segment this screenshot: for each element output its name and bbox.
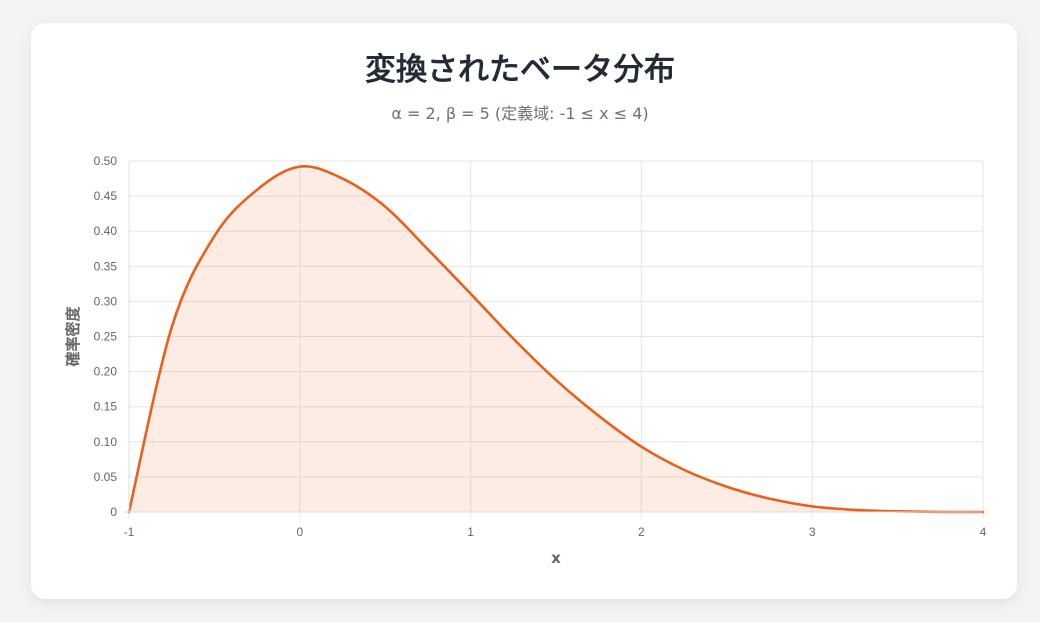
density-area [129,166,983,512]
y-tick-label: 0.05 [94,470,118,484]
y-tick-label: 0.50 [94,154,118,168]
y-tick-label: 0.30 [94,294,118,308]
chart-subtitle: α = 2, β = 5 (定義域: -1 ≤ x ≤ 4) [391,104,649,123]
y-axis-title: 確率密度 [64,306,82,368]
x-tick-label: 0 [296,525,303,539]
y-tick-label: 0 [110,505,117,519]
chart-title: 変換されたベータ分布 [365,52,675,88]
x-tick-label: 4 [980,525,987,539]
y-tick-label: 0.10 [94,435,118,449]
x-tick-label: 2 [638,525,645,539]
y-tick-label: 0.40 [94,224,118,238]
chart-card [31,23,1017,599]
density-line [127,165,985,514]
x-tick-label: 1 [467,525,474,539]
x-tick-label: 3 [809,525,816,539]
x-tick-label: -1 [124,525,135,539]
x-axis-title: x [551,549,561,567]
y-tick-label: 0.45 [94,189,118,203]
y-tick-label: 0.35 [94,259,118,273]
y-tick-label: 0.15 [94,400,118,414]
y-tick-label: 0.20 [94,365,118,379]
y-tick-label: 0.25 [94,330,118,344]
